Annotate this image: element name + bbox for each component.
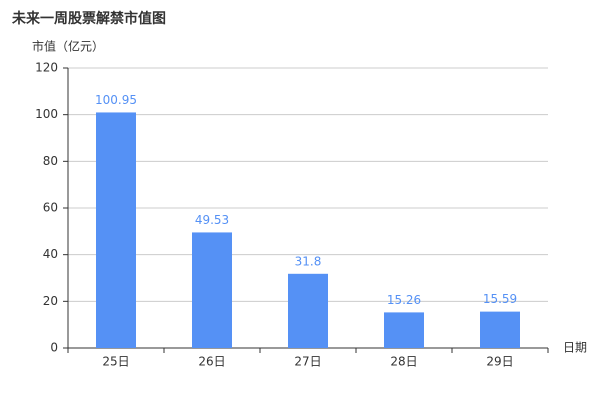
y-tick-label: 40	[43, 247, 58, 261]
value-label: 49.53	[195, 213, 229, 227]
bar	[384, 312, 424, 348]
chart-title: 未来一周股票解禁市值图	[12, 10, 166, 27]
y-tick-label: 80	[43, 154, 58, 168]
y-tick-label: 60	[43, 201, 58, 215]
value-label: 100.95	[95, 93, 137, 107]
x-tick-label: 25日	[102, 355, 129, 369]
y-tick-label: 120	[35, 61, 58, 75]
x-tick-label: 26日	[198, 355, 225, 369]
y-tick-label: 0	[50, 341, 58, 355]
value-label: 15.59	[483, 292, 517, 306]
x-tick-label: 27日	[294, 355, 321, 369]
y-tick-label: 20	[43, 294, 58, 308]
bar	[288, 273, 328, 348]
x-tick-label: 28日	[390, 355, 417, 369]
bar	[96, 112, 136, 348]
bar	[192, 232, 232, 348]
value-label: 31.8	[295, 254, 322, 268]
x-axis-label: 日期	[563, 341, 587, 355]
y-axis-label: 市值（亿元）	[32, 39, 104, 54]
x-tick-label: 29日	[486, 355, 513, 369]
y-tick-label: 100	[35, 107, 58, 121]
value-label: 15.26	[387, 293, 421, 307]
bar	[480, 311, 520, 348]
